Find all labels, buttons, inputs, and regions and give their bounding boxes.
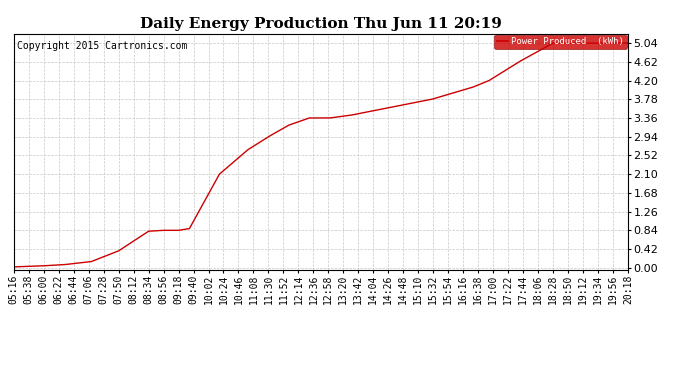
Text: Copyright 2015 Cartronics.com: Copyright 2015 Cartronics.com: [17, 41, 187, 51]
Legend: Power Produced  (kWh): Power Produced (kWh): [494, 34, 627, 49]
Title: Daily Energy Production Thu Jun 11 20:19: Daily Energy Production Thu Jun 11 20:19: [140, 17, 502, 31]
